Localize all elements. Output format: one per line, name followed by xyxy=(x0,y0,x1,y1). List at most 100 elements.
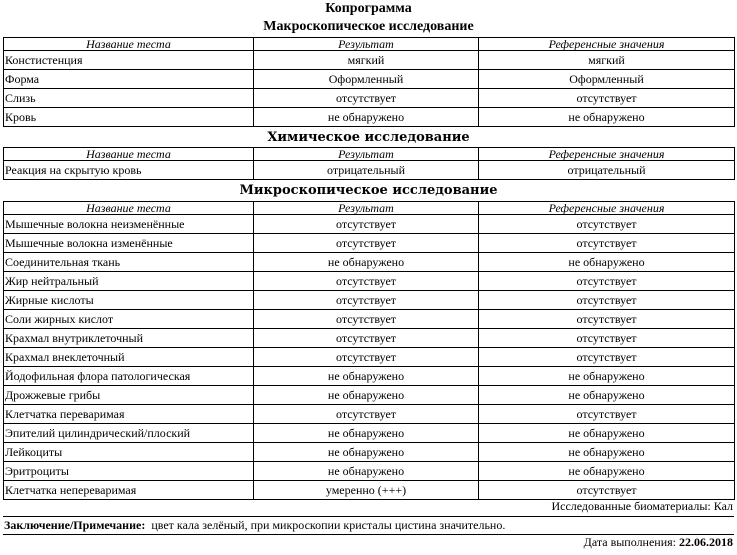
section-title-macro: Макроскопическое исследование xyxy=(263,19,474,34)
cell-reference: отсутствует xyxy=(478,347,735,367)
header-result: Результат xyxy=(253,37,479,51)
cell-test-name: Мышечные волокна изменённые xyxy=(3,233,254,253)
header-row: Название теста Результат Референсные значе… xyxy=(3,37,735,51)
cell-result: не обнаружено xyxy=(253,442,479,462)
header-row: Название теста Результат Референсные значе… xyxy=(3,201,735,215)
cell-result: отсутствует xyxy=(253,309,479,329)
table-row: Мышечные волокна изменённые отсутствует от… xyxy=(3,233,735,253)
cell-result: отсутствует xyxy=(253,404,479,424)
cell-test-name: Клетчатка переваримая xyxy=(3,404,254,424)
cell-result: отрицательный xyxy=(253,160,479,180)
section-title-chem: Химическое исследование xyxy=(267,130,470,145)
cell-reference: не обнаружено xyxy=(478,366,735,386)
table-row: Йодофильная флора патологическая не обнар… xyxy=(3,366,735,386)
cell-test-name: Жирные кислоты xyxy=(3,290,254,310)
table-row: Эритроциты не обнаружено не обнаружено xyxy=(3,461,735,481)
cell-result: не обнаружено xyxy=(253,385,479,405)
date-label: Дата выполнения: xyxy=(583,535,676,549)
cell-test-name: Слизь xyxy=(3,88,254,108)
table-row: Дрожжевые грибы не обнаружено не обнаружен… xyxy=(3,385,735,405)
micro-table: Название теста Результат Референсные значе… xyxy=(3,201,735,500)
cell-reference: не обнаружено xyxy=(478,252,735,272)
date-value: 22.06.2018 xyxy=(679,535,733,549)
header-result: Результат xyxy=(253,201,479,215)
cell-result: отсутствует xyxy=(253,347,479,367)
header-test-name: Название теста xyxy=(3,147,254,161)
cell-test-name: Форма xyxy=(3,69,254,89)
header-reference: Референсные значения xyxy=(478,201,735,215)
header-reference: Референсные значения xyxy=(478,37,735,51)
cell-test-name: Клетчатка непереваримая xyxy=(3,480,254,500)
cell-test-name: Реакция на скрытую кровь xyxy=(3,160,254,180)
table-row: Лейкоциты не обнаружено не обнаружено xyxy=(3,442,735,462)
section-title-micro: Микроскопическое исследование xyxy=(239,183,498,198)
cell-reference: не обнаружено xyxy=(478,385,735,405)
conclusion-text: цвет кала зелёный, при микроскопии крист… xyxy=(151,518,506,532)
cell-result: отсутствует xyxy=(253,328,479,348)
cell-result: отсутствует xyxy=(253,88,479,108)
cell-result: отсутствует xyxy=(253,290,479,310)
cell-reference: отрицательный xyxy=(478,160,735,180)
table-row: Кровь не обнаружено не обнаружено xyxy=(3,107,735,127)
cell-reference: отсутствует xyxy=(478,480,735,500)
cell-reference: отсутствует xyxy=(478,233,735,253)
completion-date: Дата выполнения: 22.06.2018 xyxy=(584,535,733,550)
table-row: Крахмал внеклеточный отсутствует отсутству… xyxy=(3,347,735,367)
cell-reference: мягкий xyxy=(478,50,735,70)
cell-result: мягкий xyxy=(253,50,479,70)
cell-reference: не обнаружено xyxy=(478,442,735,462)
header-result: Результат xyxy=(253,147,479,161)
cell-reference: не обнаружено xyxy=(478,107,735,127)
table-row: Реакция на скрытую кровь отрицательный отр… xyxy=(3,160,735,180)
table-row: Соли жирных кислот отсутствует отсутствует xyxy=(3,309,735,329)
cell-test-name: Соединительная ткань xyxy=(3,252,254,272)
cell-test-name: Жир нейтральный xyxy=(3,271,254,291)
cell-reference: отсутствует xyxy=(478,290,735,310)
cell-result: умеренно (+++) xyxy=(253,480,479,500)
cell-result: не обнаружено xyxy=(253,366,479,386)
cell-result: не обнаружено xyxy=(253,107,479,127)
cell-reference: не обнаружено xyxy=(478,461,735,481)
cell-test-name: Мышечные волокна неизменённые xyxy=(3,214,254,234)
page-title: Копрограмма xyxy=(325,1,412,16)
cell-test-name: Дрожжевые грибы xyxy=(3,385,254,405)
header-row: Название теста Результат Референсные значе… xyxy=(3,147,735,161)
cell-test-name: Эпителий цилиндрический/плоский xyxy=(3,423,254,443)
cell-result: не обнаружено xyxy=(253,461,479,481)
cell-result: отсутствует xyxy=(253,233,479,253)
cell-test-name: Эритроциты xyxy=(3,461,254,481)
conclusion-label: Заключение/Примечание: xyxy=(4,518,146,532)
cell-reference: не обнаружено xyxy=(478,423,735,443)
conclusion: Заключение/Примечание: цвет кала зелёный… xyxy=(4,518,505,533)
cell-reference: отсутствует xyxy=(478,271,735,291)
chem-table: Название теста Результат Референсные значе… xyxy=(3,147,735,180)
biomaterials: Исследованные биоматериалы: Кал xyxy=(551,499,733,513)
cell-result: не обнаружено xyxy=(253,423,479,443)
cell-reference: Оформленный xyxy=(478,69,735,89)
cell-test-name: Констистенция xyxy=(3,50,254,70)
cell-result: отсутствует xyxy=(253,271,479,291)
cell-test-name: Крахмал внеклеточный xyxy=(3,347,254,367)
header-reference: Референсные значения xyxy=(478,147,735,161)
table-row: Жир нейтральный отсутствует отсутствует xyxy=(3,271,735,291)
header-test-name: Название теста xyxy=(3,37,254,51)
table-row: Клетчатка переваримая отсутствует отсутств… xyxy=(3,404,735,424)
cell-test-name: Соли жирных кислот xyxy=(3,309,254,329)
table-row: Крахмал внутриклеточный отсутствует отсутс… xyxy=(3,328,735,348)
header-test-name: Название теста xyxy=(3,201,254,215)
table-row: Жирные кислоты отсутствует отсутствует xyxy=(3,290,735,310)
table-row: Соединительная ткань не обнаружено не обна… xyxy=(3,252,735,272)
table-row: Констистенция мягкий мягкий xyxy=(3,50,735,70)
divider xyxy=(3,516,734,517)
cell-reference: отсутствует xyxy=(478,404,735,424)
cell-result: Оформленный xyxy=(253,69,479,89)
cell-reference: отсутствует xyxy=(478,309,735,329)
divider xyxy=(3,534,734,535)
table-row: Эпителий цилиндрический/плоский не обнару… xyxy=(3,423,735,443)
table-row: Мышечные волокна неизменённые отсутствует… xyxy=(3,214,735,234)
macro-table: Название теста Результат Референсные значе… xyxy=(3,37,735,127)
table-row: Форма Оформленный Оформленный xyxy=(3,69,735,89)
cell-reference: отсутствует xyxy=(478,214,735,234)
table-row: Клетчатка непереваримая умеренно (+++) отс… xyxy=(3,480,735,500)
cell-test-name: Лейкоциты xyxy=(3,442,254,462)
